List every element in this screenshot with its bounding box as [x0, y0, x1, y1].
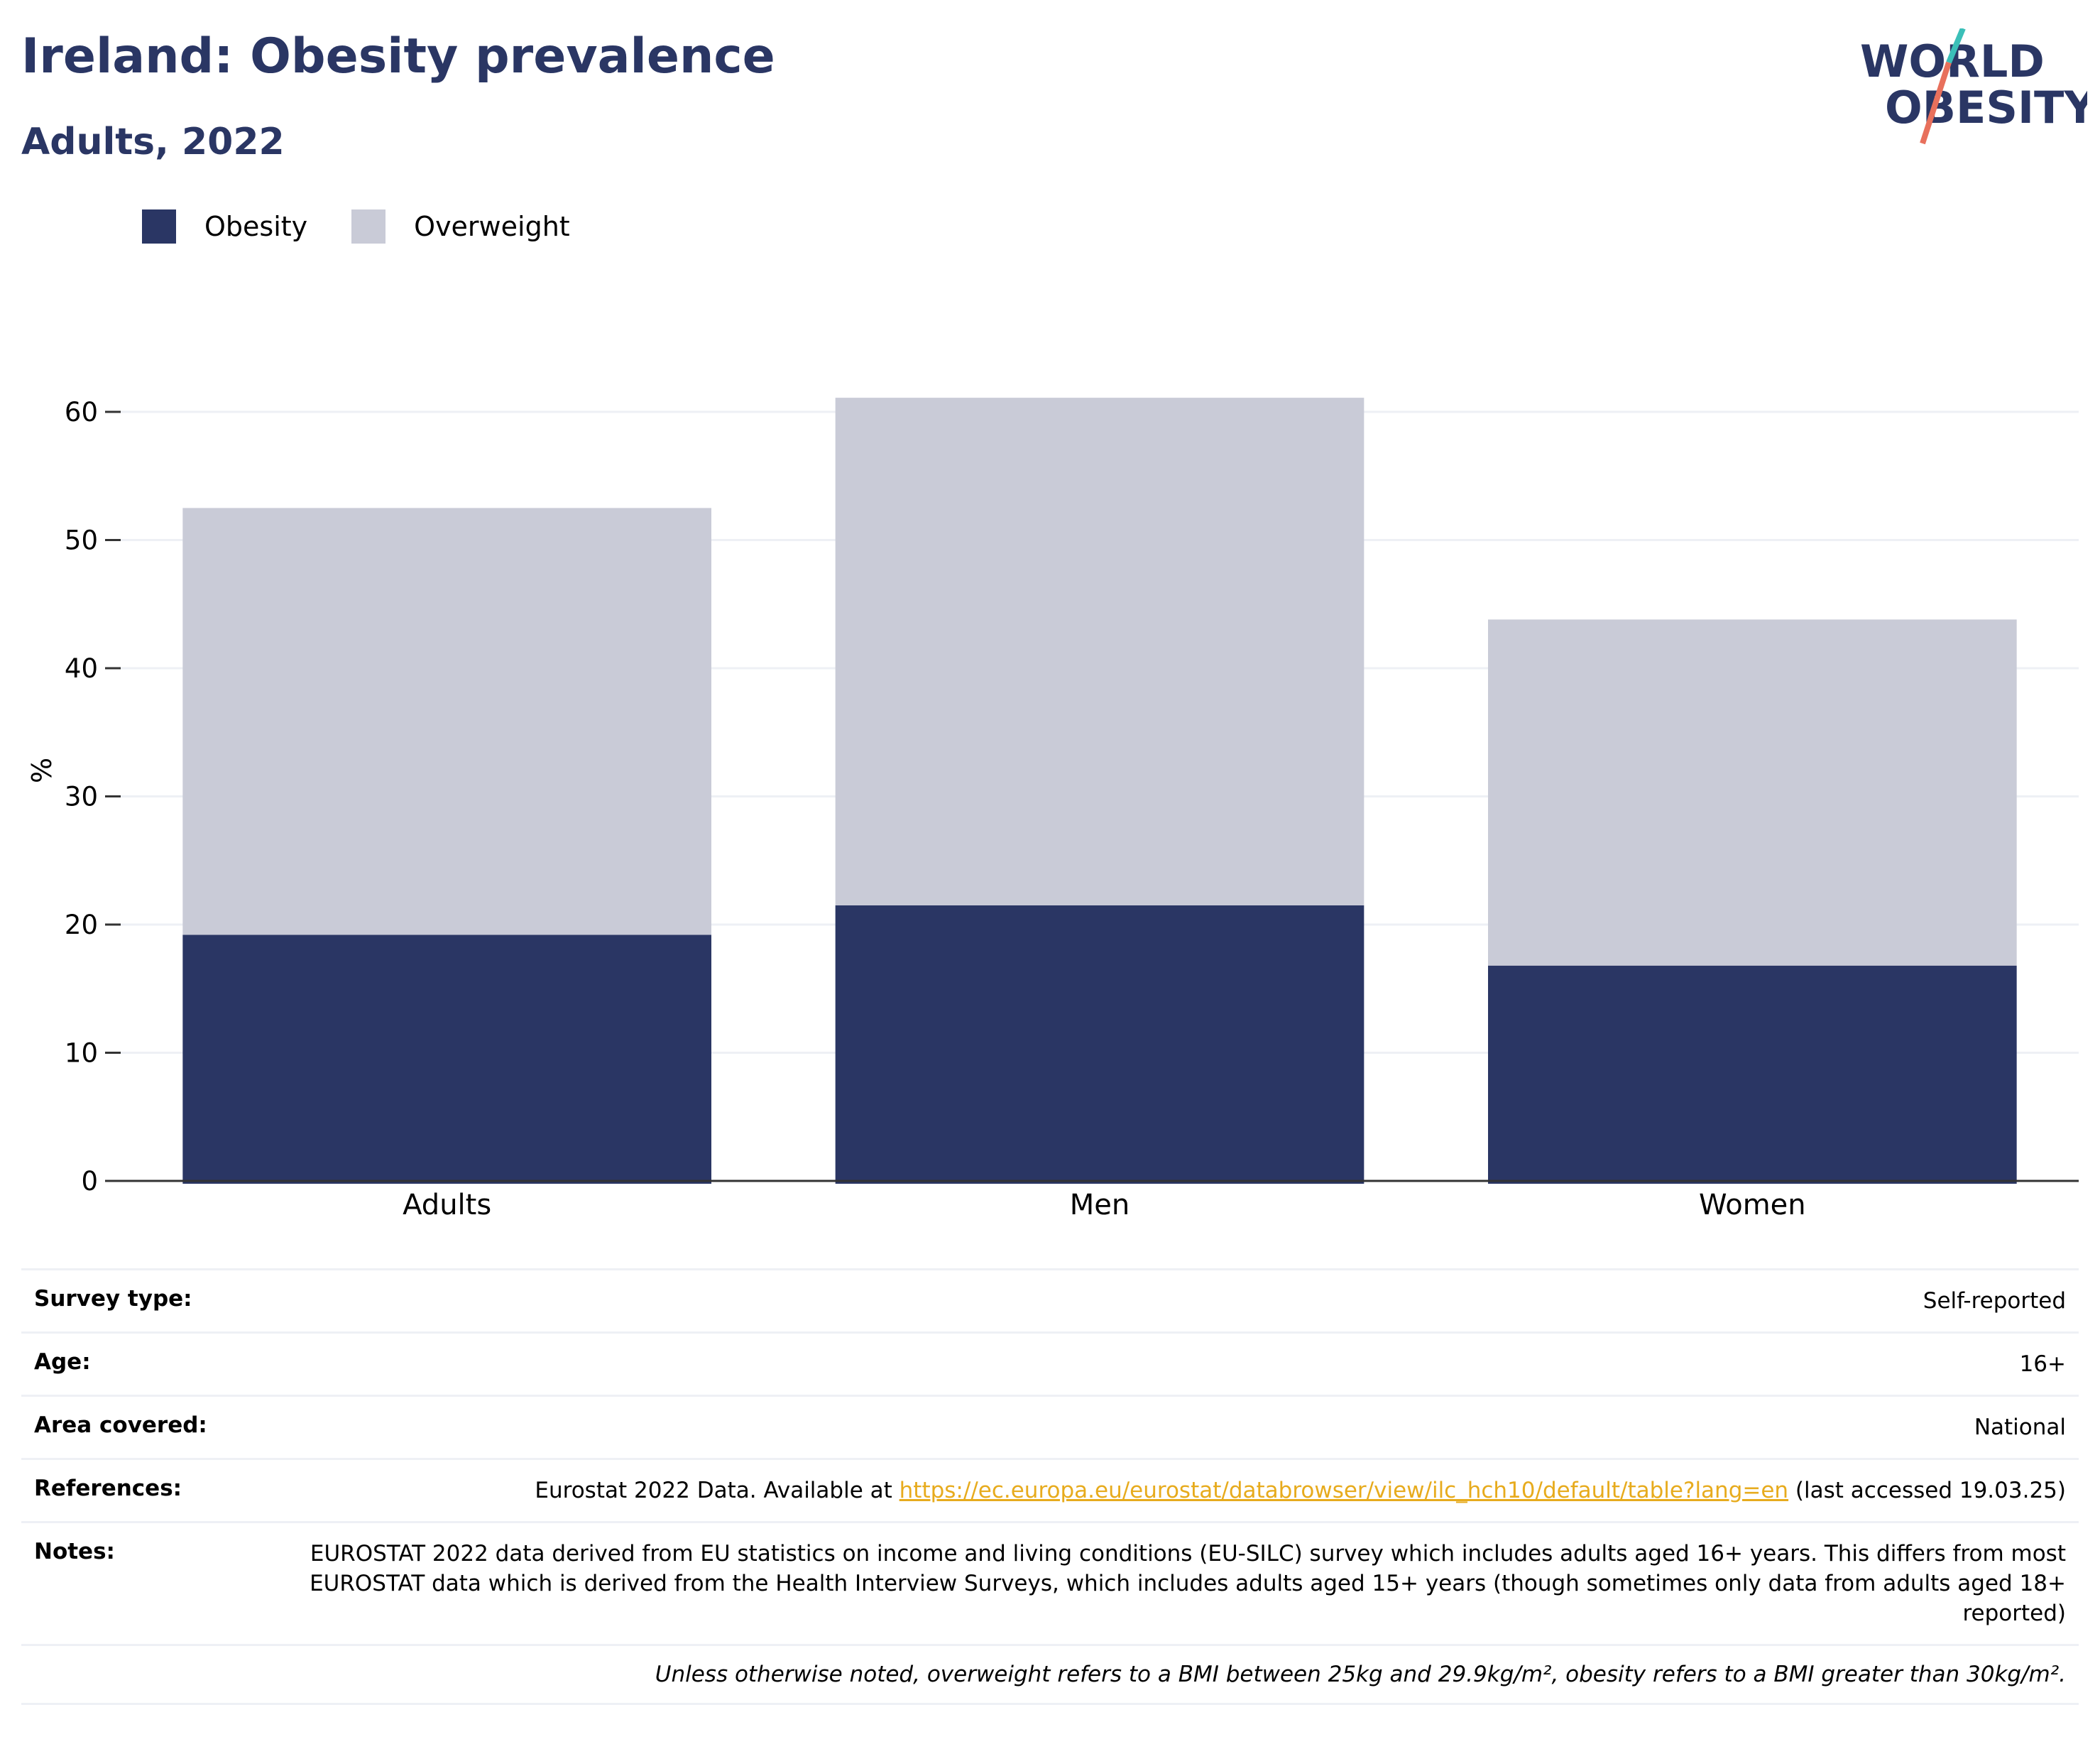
info-row-notes: Notes: EUROSTAT 2022 data derived from E… — [21, 1521, 2079, 1644]
notes-value: EUROSTAT 2022 data derived from EU stati… — [310, 1541, 2066, 1626]
chart-legend: Obesity Overweight — [142, 209, 614, 244]
bar-adults-obesity[interactable] — [182, 935, 711, 1184]
legend-label-overweight: Overweight — [414, 211, 570, 242]
y-tick-label-30: 30 — [65, 782, 98, 812]
legend-item-overweight[interactable]: Overweight — [351, 209, 570, 244]
bars — [182, 398, 2017, 1184]
survey-type-label: Survey type: — [34, 1286, 192, 1312]
legend-label-obesity: Obesity — [204, 211, 308, 242]
y-tick-label-50: 50 — [65, 525, 98, 556]
x-tick-label-men: Men — [1070, 1189, 1130, 1221]
metadata-table: Survey type: Self-reported Age: 16+ Area… — [21, 1268, 2079, 1705]
info-row-age: Age: 16+ — [21, 1331, 2079, 1395]
chart-title: Ireland: Obesity prevalence — [21, 28, 775, 85]
survey-type-value: Self-reported — [1923, 1288, 2066, 1314]
bar-chart: 0 10 20 30 40 50 60 Adults Men Women % — [26, 397, 2079, 1221]
bmi-footnote: Unless otherwise noted, overweight refer… — [21, 1644, 2079, 1705]
info-row-references: References: Eurostat 2022 Data. Availabl… — [21, 1458, 2079, 1521]
y-tick-label-0: 0 — [81, 1166, 98, 1197]
bar-women-overweight[interactable] — [1488, 619, 2017, 966]
legend-swatch-overweight — [351, 209, 386, 244]
age-label: Age: — [34, 1349, 91, 1375]
notes-label: Notes: — [34, 1539, 115, 1564]
bar-men-obesity[interactable] — [835, 905, 1365, 1184]
bar-adults-overweight[interactable] — [182, 508, 711, 935]
info-row-area: Area covered: National — [21, 1395, 2079, 1458]
references-link[interactable]: https://ec.europa.eu/eurostat/databrowse… — [899, 1478, 1789, 1503]
axes: 0 10 20 30 40 50 60 Adults Men Women — [65, 397, 2079, 1221]
area-value: National — [1974, 1415, 2066, 1440]
bar-women-obesity[interactable] — [1488, 965, 2017, 1184]
area-label: Area covered: — [34, 1412, 207, 1438]
logo-slash-teal — [1946, 28, 1966, 64]
references-label: References: — [34, 1476, 182, 1501]
x-tick-label-women: Women — [1699, 1189, 1806, 1221]
logo-line2: OBESITY — [1885, 82, 2087, 134]
y-tick-label-10: 10 — [65, 1038, 98, 1069]
logo-slash-coral — [1920, 61, 1952, 145]
world-obesity-logo: WORLD OBESITY — [1860, 28, 2087, 145]
legend-swatch-obesity — [142, 209, 176, 244]
bar-men-overweight[interactable] — [835, 398, 1365, 905]
references-prefix: Eurostat 2022 Data. Available at — [535, 1478, 899, 1503]
chart-subtitle: Adults, 2022 — [21, 121, 285, 163]
y-tick-label-20: 20 — [65, 910, 98, 940]
age-value: 16+ — [2019, 1351, 2066, 1377]
legend-item-obesity[interactable]: Obesity — [142, 209, 307, 244]
info-row-survey-type: Survey type: Self-reported — [21, 1268, 2079, 1331]
references-suffix: (last accessed 19.03.25) — [1788, 1478, 2066, 1503]
y-axis-label: % — [26, 758, 58, 783]
references-value: Eurostat 2022 Data. Available at https:/… — [535, 1476, 2066, 1505]
y-tick-label-60: 60 — [65, 397, 98, 427]
x-tick-label-adults: Adults — [403, 1189, 491, 1221]
y-tick-label-40: 40 — [65, 653, 98, 684]
